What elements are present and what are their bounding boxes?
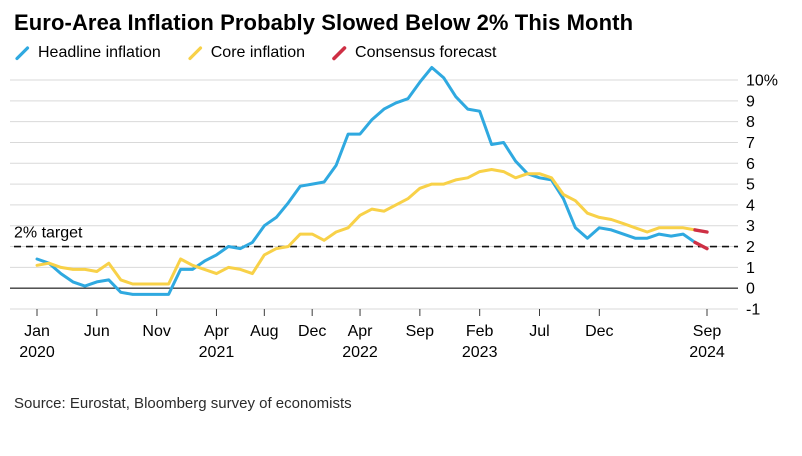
y-axis-label: 0	[746, 281, 755, 298]
x-axis-year-label: 2023	[462, 344, 498, 361]
x-axis-month-label: Jan	[24, 323, 50, 340]
y-axis-label: 3	[746, 218, 755, 235]
legend-label-headline: Headline inflation	[38, 44, 161, 61]
headline-line-icon	[15, 45, 30, 60]
legend-item-core: Core inflation	[187, 44, 305, 62]
y-axis-label: 8	[746, 114, 755, 131]
legend-item-forecast: Consensus forecast	[331, 44, 496, 62]
legend-item-headline: Headline inflation	[14, 44, 161, 62]
series-forecast-core	[693, 228, 709, 234]
core-line-icon	[188, 45, 202, 60]
x-axis-year-label: 2024	[689, 344, 725, 361]
x-axis-year-label: 2021	[199, 344, 235, 361]
y-axis-label: 5	[746, 177, 755, 194]
inflation-line-chart: -1 0 1 2 3 4 5 6 7 8 9 10% 2% target Jan 2020 Jun Nov Apr…	[10, 66, 778, 361]
x-axis-month-label: Dec	[585, 323, 613, 340]
series-forecast-headline	[693, 240, 709, 251]
y-axis-label: 9	[746, 93, 755, 110]
y-axis-label: 1	[746, 260, 755, 277]
legend-label-forecast: Consensus forecast	[355, 44, 497, 61]
series-headline	[35, 66, 697, 296]
x-axis-month-label: Aug	[250, 323, 278, 340]
x-axis-month-label: Dec	[298, 323, 326, 340]
x-axis-year-label: 2022	[342, 344, 378, 361]
target-line-label: 2% target	[14, 225, 83, 242]
y-axis-label: 10%	[746, 73, 778, 90]
y-axis-label: 7	[746, 135, 755, 152]
x-axis-year-label: 2020	[19, 344, 55, 361]
x-axis-month-label: Feb	[466, 323, 494, 340]
legend: Headline inflation Core inflation Consen…	[0, 39, 802, 63]
source-note: Source: Eurostat, Bloomberg survey of ec…	[14, 395, 352, 412]
forecast-line-icon	[332, 45, 347, 60]
x-axis-month-label: Sep	[693, 323, 722, 340]
series-core	[35, 168, 697, 286]
y-axis-label: 6	[746, 156, 755, 173]
x-axis-month-label: Apr	[348, 323, 374, 340]
y-axis-label: 2	[746, 239, 755, 256]
legend-label-core: Core inflation	[210, 44, 306, 61]
x-axis-month-label: Sep	[406, 323, 435, 340]
y-axis-label: 4	[746, 197, 755, 214]
x-axis-month-label: Jul	[529, 323, 549, 340]
x-axis-month-label: Nov	[142, 323, 170, 340]
y-axis-label: -1	[746, 302, 760, 319]
chart-title: Euro-Area Inflation Probably Slowed Belo…	[14, 10, 634, 35]
x-axis-month-label: Jun	[84, 323, 110, 340]
x-axis-month-label: Apr	[204, 323, 230, 340]
